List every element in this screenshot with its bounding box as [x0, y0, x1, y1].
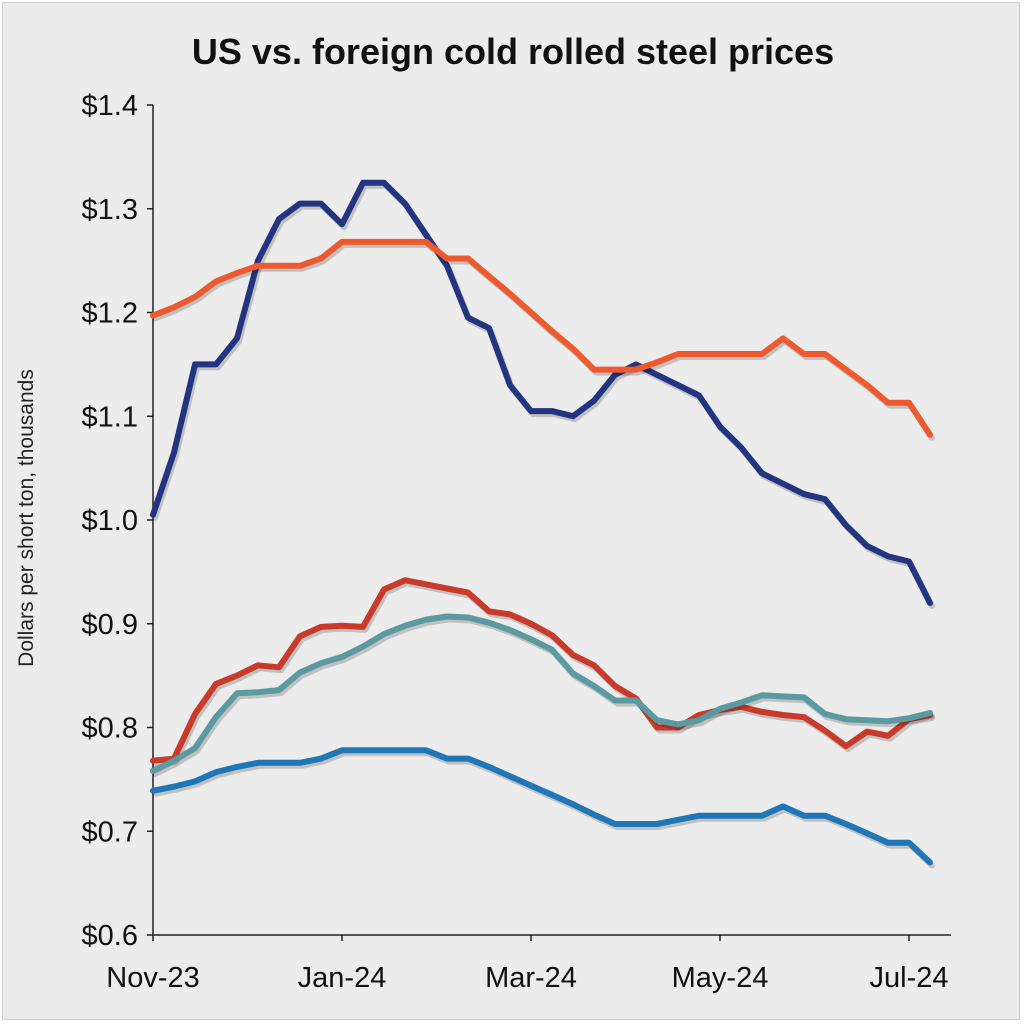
- y-tick-label: $1.0: [82, 505, 138, 537]
- y-axis-title: Dollars per short ton, thousands: [15, 369, 38, 667]
- y-tick-label: $0.6: [82, 920, 138, 952]
- y-tick-label: $1.1: [82, 401, 138, 433]
- x-tick-label: May-24: [672, 962, 769, 994]
- x-tick-label: Jan-24: [298, 962, 387, 994]
- chart-svg: US vs. foreign cold rolled steel prices …: [15, 31, 951, 994]
- series-line-2: [150, 238, 933, 438]
- series-shadow-5: [152, 750, 935, 869]
- y-tick-label: $1.3: [82, 194, 138, 226]
- axes: $0.6 $0.7 $0.8 $0.9 $1.0 $1.1 $1.2 $1.3 $1.4 Nov-…: [82, 90, 951, 994]
- x-tick-label: Jul-24: [870, 962, 949, 994]
- series-shadow-1: [152, 182, 935, 609]
- y-tick-label: $0.9: [82, 609, 138, 641]
- series-line-4: [150, 613, 933, 775]
- y-tick-label: $0.7: [82, 816, 138, 848]
- x-tick-label: Nov-23: [106, 962, 200, 994]
- y-tick-label: $1.4: [82, 90, 138, 122]
- series-line-5: [150, 747, 933, 866]
- series-line-3: [150, 577, 933, 764]
- y-tick-label: $0.8: [82, 713, 138, 745]
- chart-title: US vs. foreign cold rolled steel prices: [192, 31, 834, 72]
- y-tick-label: $1.2: [82, 298, 138, 330]
- series-layer: [150, 179, 935, 869]
- series-shadow-3: [152, 580, 935, 767]
- x-tick-label: Mar-24: [485, 962, 577, 994]
- series-line-1: [150, 179, 933, 606]
